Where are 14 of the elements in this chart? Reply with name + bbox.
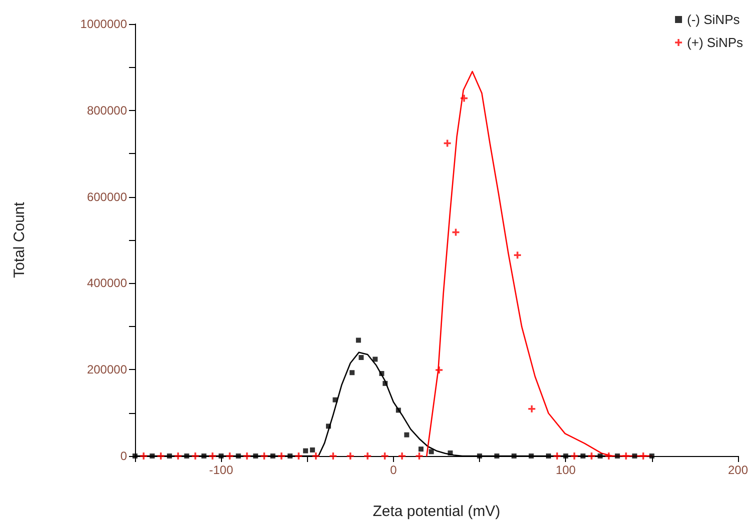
x-tick-label: 200 [728, 463, 748, 477]
x-tick-label: 0 [390, 463, 398, 477]
x-tick-label: 100 [556, 463, 576, 477]
y-tick-label: 200000 [86, 362, 128, 377]
legend-label: (-) SiNPs [687, 12, 740, 27]
y-tick-label: 800000 [86, 103, 128, 118]
y-tick-label: 400000 [86, 276, 128, 290]
x-axis-title: Zeta potential (mV) [372, 503, 500, 520]
y-tick-label: 1000000 [80, 17, 128, 31]
legend-label: (+) SiNPs [687, 35, 744, 50]
y-tick-label: 600000 [86, 190, 128, 204]
y-axis-title: Total Count [11, 201, 28, 278]
x-tick-label: -100 [209, 463, 234, 477]
y-tick-label: 0 [120, 449, 128, 463]
